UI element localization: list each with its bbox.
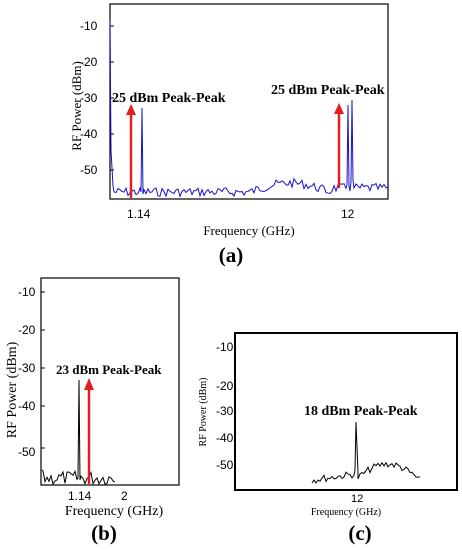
panel-c-ytick-label: -40 — [216, 431, 234, 445]
panel-a-ytick-label: -20 — [80, 55, 98, 69]
panel-a-ytick-label: -30 — [80, 91, 98, 105]
panel-a-yticks: -10 -20 -30 -40 -50 — [80, 19, 114, 177]
panel-a-frame — [109, 3, 389, 200]
panel-b: -10 -20 -30 -40 -50 1.14 2 Frequency (GH… — [5, 277, 180, 545]
panel-c-yticks: -10 -20 -30 -40 -50 — [216, 340, 234, 472]
panel-b-ytick-label: -10 — [18, 285, 36, 299]
panel-b-ytick-label: -20 — [18, 323, 36, 337]
panel-c-label: (c) — [348, 521, 371, 545]
panel-b-frame — [40, 277, 180, 486]
panel-b-arrowhead — [84, 378, 94, 390]
panel-a-ytick-label: -10 — [80, 19, 98, 33]
panel-c-ytick-label: -20 — [216, 379, 234, 393]
panel-c-ytick-label: -30 — [216, 404, 234, 418]
panel-a-ytick-label: -50 — [80, 163, 98, 177]
panel-a-label: (a) — [219, 243, 244, 267]
panel-a-arrowhead-1 — [126, 104, 136, 115]
panel-a-ylabel: RF Power (dBm) — [69, 61, 84, 151]
panel-a-xtick-label: 12 — [341, 207, 355, 221]
panel-a-annotation-2: 25 dBm Peak-Peak — [271, 83, 385, 98]
panel-a-ytick-label: -40 — [80, 127, 98, 141]
panel-c-ytick-label: -50 — [216, 458, 234, 472]
panel-a: -10 -20 -30 -40 -50 1.14 12 Frequency (G… — [69, 3, 389, 267]
panel-a-arrowhead-2 — [334, 103, 344, 114]
panel-c-spectrum-trace — [311, 421, 421, 484]
panel-c-xtick-label: 12 — [351, 493, 363, 505]
panel-c-xlabel: Frequency (GHz) — [311, 507, 381, 518]
panel-b-annotation: 23 dBm Peak-Peak — [56, 362, 162, 377]
panel-a-xtick-label: 1.14 — [127, 207, 151, 221]
panel-b-xtick-label: 2 — [121, 489, 128, 503]
panel-c-ylabel: RF Power (dBm) — [198, 378, 209, 447]
panel-b-ytick-label: -50 — [18, 445, 36, 459]
panel-c-annotation: 18 dBm Peak-Peak — [304, 404, 418, 419]
panel-a-annotation-1: 25 dBm Peak-Peak — [112, 91, 226, 106]
panel-b-ytick-label: -30 — [18, 361, 36, 375]
panel-a-spectrum-trace — [109, 19, 389, 198]
panel-c-frame — [234, 332, 458, 491]
panel-c-ytick-label: -10 — [216, 340, 234, 354]
panel-b-xtick-label: 1.14 — [68, 489, 92, 503]
panel-b-xlabel: Frequency (GHz) — [65, 504, 164, 519]
panel-c: -10 -20 -30 -40 -50 12 Frequency (GHz) R… — [198, 332, 458, 545]
panel-a-xlabel: Frequency (GHz) — [203, 223, 294, 238]
panel-b-label: (b) — [91, 521, 117, 545]
panel-b-spectrum-trace — [41, 379, 116, 486]
panel-b-yticks: -10 -20 -30 -40 -50 — [18, 285, 45, 459]
panel-b-ytick-label: -40 — [18, 399, 36, 413]
panel-b-ylabel: RF Power (dBm) — [5, 341, 20, 438]
